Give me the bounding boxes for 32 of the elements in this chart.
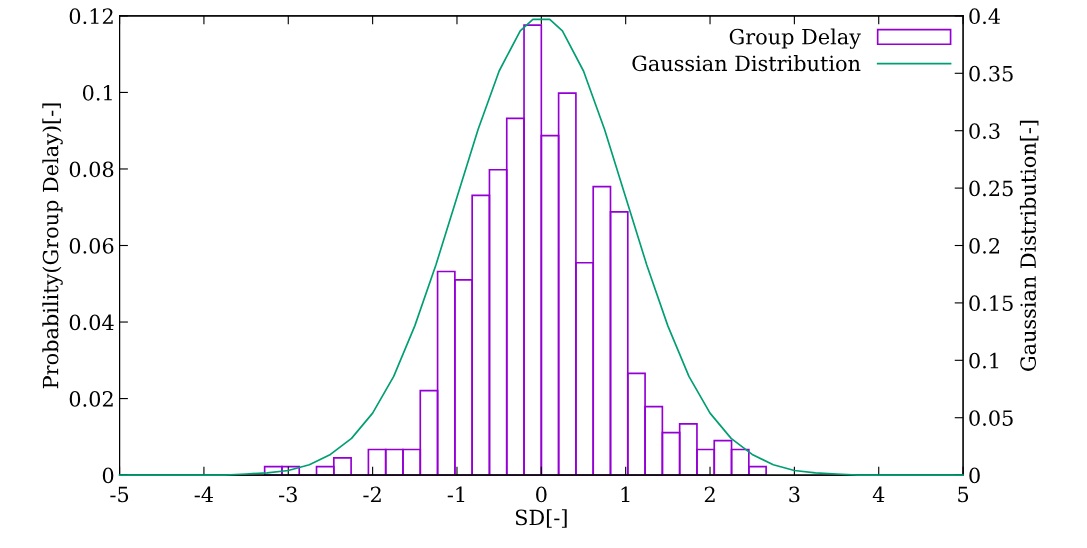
y2-tick-label: 0.1 <box>969 352 999 369</box>
y2-tick-label: 0.15 <box>969 295 1013 312</box>
x-tick-label: 4 <box>872 486 885 503</box>
y-axis-title: Probability(Group Delay)[-] <box>42 103 63 389</box>
y2-axis-title: Gaussian Distribution[-] <box>1019 120 1039 371</box>
y-tick-label: 0 <box>102 467 114 484</box>
x-tick-label: 2 <box>704 486 715 503</box>
x-tick-label: 5 <box>958 486 969 503</box>
x-tick-label: -2 <box>363 486 381 503</box>
legend-label: Gaussian Distribution <box>632 55 861 72</box>
y2-tick-label: 0.3 <box>969 123 1000 139</box>
y2-tick-label: 0.4 <box>969 8 1001 25</box>
y2-tick-label: 0.35 <box>969 65 1013 82</box>
y-tick-label: 0.1 <box>82 84 112 101</box>
x-tick-label: -5 <box>110 486 129 503</box>
y-tick-label: 0.02 <box>69 391 113 407</box>
x-tick-label: 1 <box>621 486 630 503</box>
y-tick-label: 0.04 <box>69 314 114 331</box>
x-tick-label: 3 <box>789 486 800 503</box>
x-tick-label: -1 <box>447 486 465 503</box>
legend-label: Group Delay <box>729 28 861 49</box>
y-tick-label: 0.06 <box>69 237 114 254</box>
y2-tick-label: 0 <box>969 467 980 484</box>
y2-tick-label: 0.05 <box>969 410 1013 426</box>
x-tick-label: 0 <box>536 486 547 503</box>
y-tick-label: 0.08 <box>69 161 114 178</box>
x-axis-title: SD[-] <box>515 509 567 528</box>
y-tick-label: 0.12 <box>69 8 113 25</box>
y2-tick-label: 0.25 <box>969 180 1013 197</box>
x-tick-label: -4 <box>194 486 214 503</box>
y2-tick-label: 0.2 <box>969 237 1000 254</box>
x-tick-label: -3 <box>279 486 297 503</box>
